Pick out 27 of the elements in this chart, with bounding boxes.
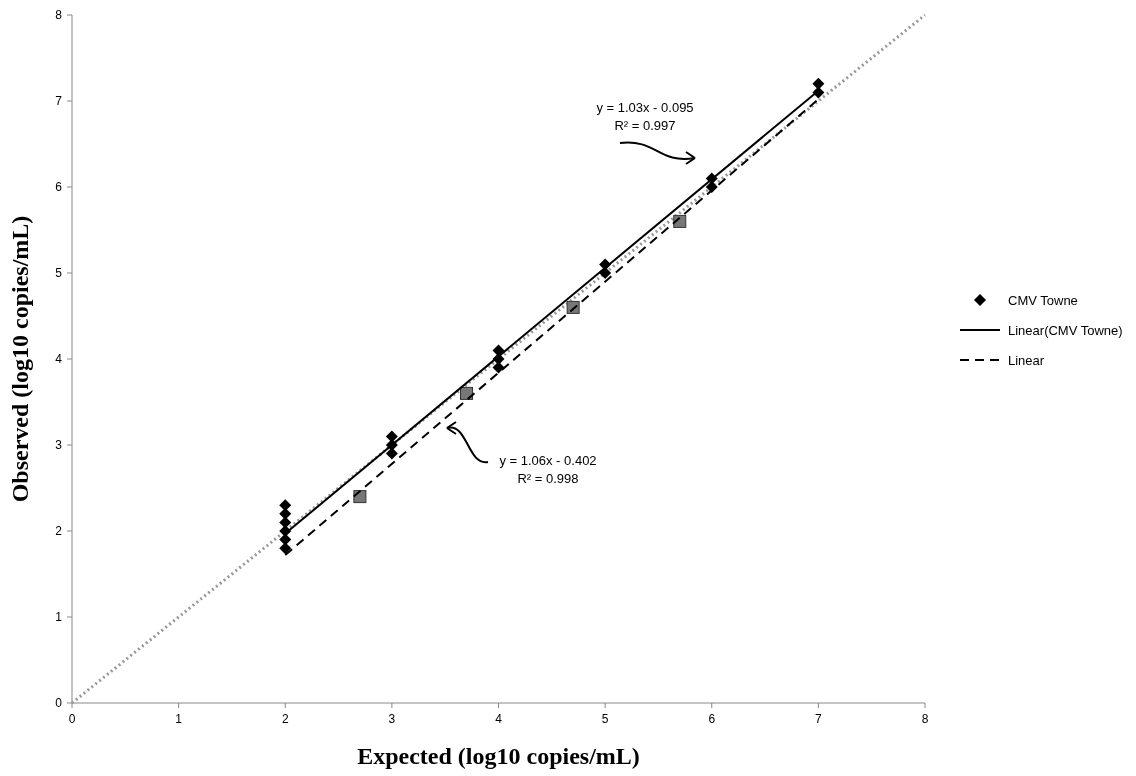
x-tick-label: 0 (68, 712, 76, 726)
y-tick-label: 7 (55, 94, 63, 108)
x-tick-label: 5 (601, 712, 609, 726)
annotation: y = 1.03x - 0.095 R² = 0.997 (596, 100, 694, 133)
y-tick-label: 4 (55, 352, 63, 366)
x-tick-label: 3 (388, 712, 396, 726)
x-tick-label: 1 (175, 712, 183, 726)
x-axis-title: Expected (log10 copies/mL) (357, 743, 640, 769)
y-tick-label: 6 (55, 180, 63, 194)
point (279, 542, 292, 555)
x-tick-label: 6 (708, 712, 716, 726)
legend-label: Linear (1008, 353, 1045, 368)
legend-label: Linear(CMV Towne) (1008, 323, 1123, 338)
y-tick-label: 1 (55, 610, 63, 624)
point (812, 77, 825, 90)
y-tick-label: 2 (55, 524, 63, 538)
legend-label: CMV Towne (1008, 293, 1078, 308)
y-axis-title: Observed (log10 copies/mL) (7, 215, 33, 503)
y-tick-label: 8 (55, 8, 63, 22)
x-tick-label: 4 (495, 712, 503, 726)
y-tick-label: 0 (55, 696, 63, 710)
annotation: y = 1.06x - 0.402 R² = 0.998 (499, 453, 597, 486)
x-tick-label: 7 (815, 712, 823, 726)
x-tick-label: 8 (921, 712, 929, 726)
x-tick-label: 2 (281, 712, 289, 726)
y-tick-label: 3 (55, 438, 63, 452)
y-tick-label: 5 (55, 266, 63, 280)
